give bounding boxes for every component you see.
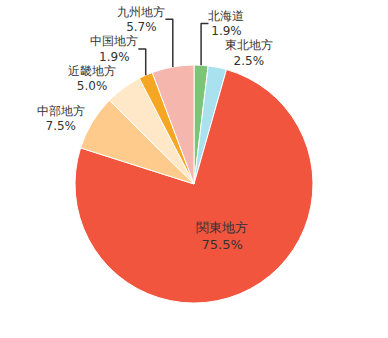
svg-text:中部地方7.5%: 中部地方7.5% [37, 104, 85, 134]
svg-text:北海道1.9%: 北海道1.9% [208, 9, 244, 39]
svg-text:中国地方1.9%: 中国地方1.9% [90, 34, 138, 64]
svg-text:関東地方75.5%: 関東地方75.5% [196, 220, 248, 252]
svg-text:近畿地方5.0%: 近畿地方5.0% [68, 64, 116, 94]
svg-text:九州地方5.7%: 九州地方5.7% [117, 5, 165, 35]
svg-text:東北地方2.5%: 東北地方2.5% [225, 38, 273, 68]
